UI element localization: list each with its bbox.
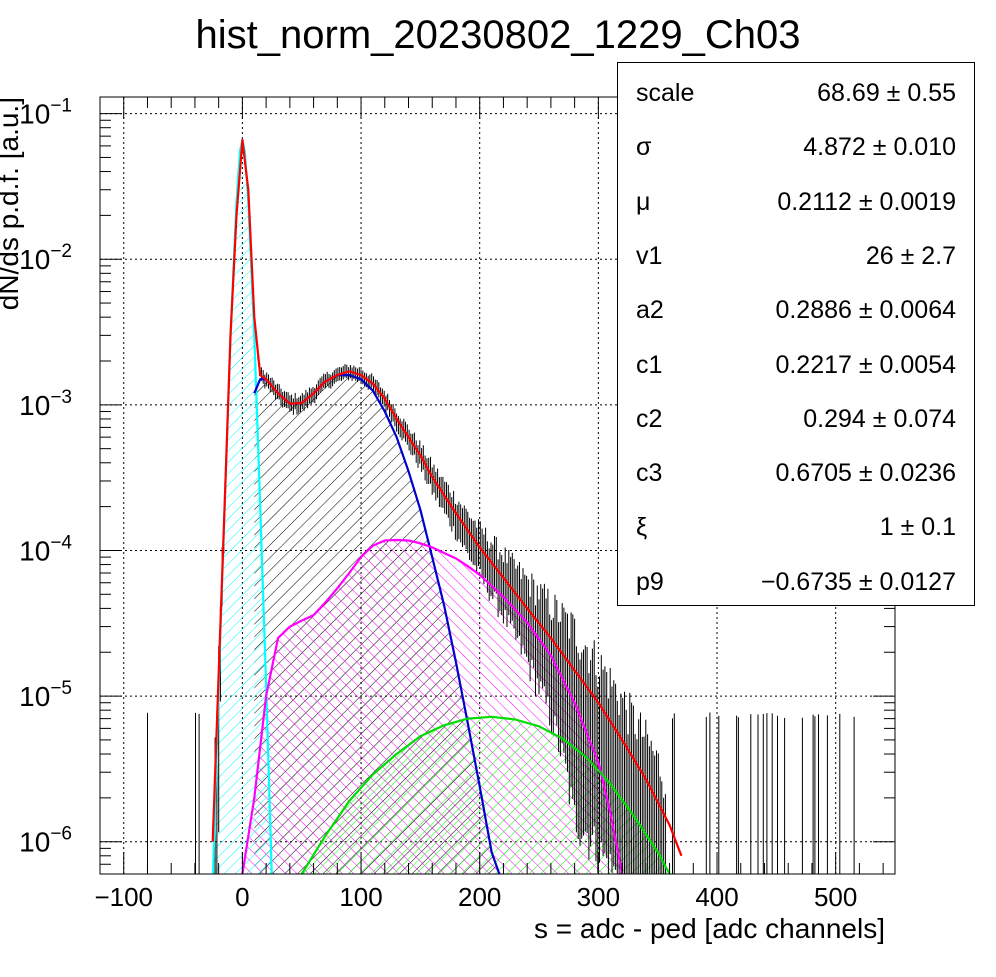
- stats-row: σ 4.872 ± 0.010: [618, 119, 974, 173]
- y-tick-label: 10−6: [19, 824, 72, 858]
- stats-param-value: 0.2886 ± 0.0064: [775, 296, 956, 325]
- stats-param-value: −0.6735 ± 0.0127: [760, 567, 956, 596]
- stats-param-value: 0.6705 ± 0.0236: [775, 459, 956, 488]
- y-axis-label: dN/ds p.d.f. [a.u.]: [0, 97, 24, 310]
- stats-param-value: 0.2112 ± 0.0019: [777, 187, 956, 216]
- stats-row: ξ 1 ± 0.1: [618, 499, 974, 553]
- y-tick-label: 10−4: [19, 532, 72, 566]
- stats-row: c1 0.2217 ± 0.0054: [618, 337, 974, 391]
- x-tick-label: 300: [577, 882, 620, 912]
- stats-row: p9 −0.6735 ± 0.0127: [618, 554, 974, 608]
- stats-param-value: 68.69 ± 0.55: [817, 79, 956, 107]
- stats-row: v1 26 ± 2.7: [618, 228, 974, 282]
- stats-param-name: ξ: [636, 513, 648, 542]
- x-tick-label: 400: [695, 882, 738, 912]
- stats-param-name: p9: [636, 567, 664, 596]
- x-tick-label: 500: [814, 882, 857, 912]
- stats-param-name: μ: [636, 187, 651, 216]
- fit-curve-0: [211, 138, 683, 857]
- stats-param-value: 26 ± 2.7: [865, 241, 956, 270]
- stats-row: a2 0.2886 ± 0.0064: [618, 282, 974, 336]
- component-fill-4: [301, 716, 670, 874]
- stats-row: μ 0.2112 ± 0.0019: [618, 174, 974, 228]
- stats-row: scale 68.69 ± 0.55: [618, 65, 974, 119]
- stats-param-value: 0.2217 ± 0.0054: [775, 350, 956, 379]
- component-fill-1: [213, 139, 272, 874]
- x-tick-label: 100: [339, 882, 382, 912]
- chart-title: hist_norm_20230802_1229_Ch03: [196, 13, 801, 57]
- fit-curves: [211, 138, 683, 874]
- y-tick-label: 10−5: [19, 678, 72, 712]
- fit-curve-3: [241, 538, 624, 874]
- stats-row: c2 0.294 ± 0.074: [618, 391, 974, 445]
- y-tick-label: 10−1: [19, 96, 72, 130]
- x-tick-label: −100: [94, 882, 153, 912]
- stats-param-name: c2: [636, 404, 663, 433]
- y-tick-label: 10−2: [19, 241, 72, 275]
- stats-param-value: 4.872 ± 0.010: [803, 133, 956, 162]
- stats-param-name: a2: [636, 296, 664, 325]
- stats-param-name: c3: [636, 459, 663, 488]
- stats-row: c3 0.6705 ± 0.0236: [618, 445, 974, 499]
- stats-param-value: 0.294 ± 0.074: [803, 404, 956, 433]
- stats-param-name: σ: [636, 133, 652, 162]
- stats-param-name: c1: [636, 350, 663, 379]
- fit-curve-4: [300, 715, 671, 874]
- x-tick-label: 200: [458, 882, 501, 912]
- y-tick-label: 10−3: [19, 387, 72, 421]
- x-tick-label: 0: [235, 882, 249, 912]
- x-axis-label: s = adc - ped [adc channels]: [534, 913, 885, 944]
- fit-stats-box: scale 68.69 ± 0.55 σ 4.872 ± 0.010 μ 0.2112 ±…: [617, 62, 975, 606]
- stats-param-value: 1 ± 0.1: [879, 513, 956, 542]
- stats-param-name: v1: [636, 241, 663, 270]
- stats-param-name: scale: [636, 79, 695, 107]
